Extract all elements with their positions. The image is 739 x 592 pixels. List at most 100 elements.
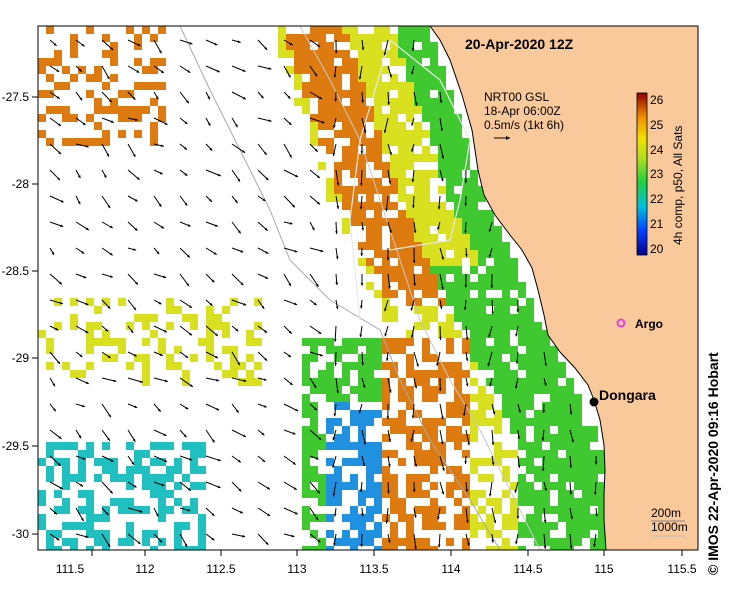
- sst-cell: [366, 370, 374, 378]
- sst-cell: [462, 346, 470, 354]
- sst-cell: [318, 514, 326, 522]
- sst-cell: [190, 442, 198, 450]
- sst-cell: [206, 346, 214, 354]
- current-vector-head: [361, 513, 364, 517]
- current-vector-head: [358, 76, 362, 80]
- sst-cell: [366, 218, 374, 226]
- sst-cell: [478, 402, 486, 410]
- current-vector-head: [130, 330, 134, 333]
- sst-cell: [446, 258, 454, 266]
- sst-cell: [574, 442, 582, 450]
- sst-cell: [430, 106, 438, 114]
- current-vector-head: [238, 488, 242, 492]
- sst-cell: [406, 546, 414, 550]
- argo-icon[interactable]: [616, 318, 626, 328]
- sst-cell: [78, 466, 86, 474]
- current-vector-head: [515, 361, 519, 364]
- sst-cell: [94, 458, 102, 466]
- sst-cell: [310, 354, 318, 362]
- sst-cell: [494, 426, 502, 434]
- sst-cell: [430, 354, 438, 362]
- sst-cell: [302, 410, 310, 418]
- sst-cell: [358, 242, 366, 250]
- sst-cell: [382, 402, 390, 410]
- sst-cell: [390, 290, 398, 298]
- sst-cell: [342, 442, 350, 450]
- sst-cell: [486, 346, 494, 354]
- current-vector-head: [157, 408, 161, 412]
- sst-cell: [358, 138, 366, 146]
- sst-cell: [94, 74, 102, 82]
- sst-cell: [382, 282, 390, 290]
- sst-cell: [110, 474, 118, 482]
- sst-cell: [406, 178, 414, 186]
- depth-contour-1000m: [179, 26, 501, 550]
- sst-cell: [518, 386, 526, 394]
- sst-cell: [334, 34, 342, 42]
- sst-cell: [342, 66, 350, 74]
- sst-cell: [150, 58, 158, 66]
- current-vector-head: [243, 434, 246, 437]
- sst-cell: [206, 330, 214, 338]
- sst-cell: [502, 378, 510, 386]
- sst-cell: [374, 378, 382, 386]
- current-vector-head: [362, 463, 366, 466]
- town-dot-icon[interactable]: [589, 397, 599, 407]
- sst-cell: [422, 346, 430, 354]
- current-vector-head: [413, 283, 416, 286]
- sst-cell: [38, 498, 46, 506]
- argo-marker[interactable]: Argo: [616, 317, 664, 331]
- sst-cell: [366, 266, 374, 274]
- sst-cell: [526, 466, 534, 474]
- sst-cell: [406, 522, 414, 530]
- sst-cell: [190, 322, 198, 330]
- sst-cell: [310, 26, 318, 34]
- sst-cell: [454, 394, 462, 402]
- sst-cell: [310, 130, 318, 138]
- sst-cell: [358, 202, 366, 210]
- dongara-marker[interactable]: Dongara: [589, 387, 657, 407]
- current-vector-head: [360, 305, 363, 309]
- sst-cell: [510, 546, 518, 550]
- sst-cell: [406, 434, 414, 442]
- sst-cell: [142, 378, 150, 386]
- sst-cell: [406, 34, 414, 42]
- sst-cell: [334, 498, 342, 506]
- sst-cell: [478, 186, 486, 194]
- sst-cell: [406, 90, 414, 98]
- sst-cell: [102, 34, 110, 42]
- sst-cell: [534, 442, 542, 450]
- sst-cell: [430, 210, 438, 218]
- current-vector-head: [85, 535, 89, 538]
- sst-cell: [342, 106, 350, 114]
- sst-cell: [366, 194, 374, 202]
- sst-cell: [374, 98, 382, 106]
- sst-cell: [310, 58, 318, 66]
- sst-cell: [518, 490, 526, 498]
- sst-cell: [86, 74, 94, 82]
- sst-cell: [478, 234, 486, 242]
- current-vector-head: [265, 541, 269, 545]
- sst-cell: [94, 106, 102, 114]
- sst-cell: [494, 378, 502, 386]
- sst-cell: [350, 26, 358, 34]
- sst-cell: [174, 546, 182, 550]
- sst-cell: [358, 42, 366, 50]
- sst-cell: [438, 506, 446, 514]
- sst-cell: [390, 530, 398, 538]
- current-vector-head: [317, 490, 320, 494]
- current-vector-head: [361, 100, 364, 103]
- sst-cell: [62, 138, 70, 146]
- sst-cell: [318, 378, 326, 386]
- sst-cell: [62, 498, 70, 506]
- sst-cell: [382, 466, 390, 474]
- sst-cell: [398, 90, 406, 98]
- sst-cell: [478, 218, 486, 226]
- sst-cell: [342, 394, 350, 402]
- sst-cell: [374, 410, 382, 418]
- sst-cell: [374, 122, 382, 130]
- sst-cell: [574, 530, 582, 538]
- sst-cell: [478, 258, 486, 266]
- sst-cell: [102, 466, 110, 474]
- sst-cell: [582, 426, 590, 434]
